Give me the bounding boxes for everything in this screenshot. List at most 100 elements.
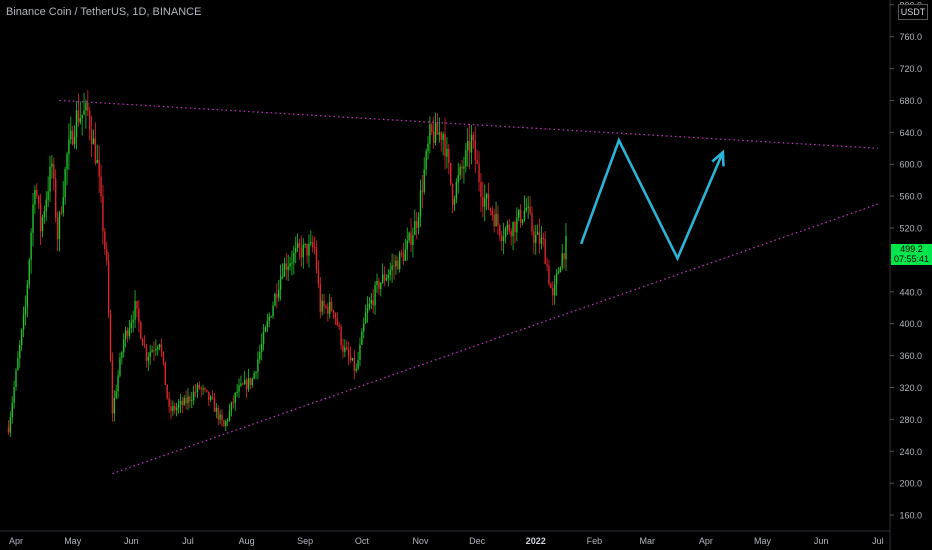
- candle-body: [243, 379, 246, 385]
- candle-body: [221, 414, 223, 421]
- candle-body: [158, 344, 161, 348]
- candle-body: [518, 209, 520, 218]
- candle-body: [502, 237, 505, 241]
- candle-body: [113, 397, 115, 414]
- candle-body: [183, 397, 185, 406]
- candle-body: [325, 306, 327, 308]
- candle-body: [11, 402, 13, 418]
- candle-body: [398, 252, 401, 270]
- candle-body: [476, 160, 478, 164]
- time-tick-label: Jun: [124, 536, 139, 546]
- candle-body: [107, 260, 110, 314]
- candle-body: [73, 136, 76, 145]
- candle-body: [327, 306, 329, 314]
- candle-body: [387, 274, 390, 278]
- candle-body: [124, 330, 127, 340]
- candle-body: [436, 122, 439, 135]
- candle-body: [96, 159, 98, 164]
- candle-body: [68, 139, 70, 155]
- candle-body: [175, 407, 178, 411]
- candle-body: [295, 247, 297, 253]
- candle-body: [493, 214, 495, 227]
- price-tick-label: 640.0: [899, 128, 922, 138]
- candle-body: [20, 329, 23, 346]
- candle-body: [155, 349, 157, 351]
- candle-body: [474, 140, 476, 161]
- candle-body: [555, 274, 558, 284]
- candle-body: [457, 175, 459, 183]
- candle-body: [39, 203, 42, 232]
- candle-body: [506, 224, 509, 229]
- candle-body: [138, 308, 140, 323]
- time-tick-label: Feb: [587, 536, 603, 546]
- candle-body: [408, 232, 410, 241]
- candle-body: [289, 263, 291, 267]
- time-axis[interactable]: Apr May Jun Jul Aug Sep Oct Nov Dec 2022 Feb Mar Apr…: [9, 536, 884, 546]
- candle-body: [389, 270, 391, 275]
- candle-body: [523, 210, 526, 220]
- candle-body: [92, 138, 95, 145]
- candle-body: [359, 344, 361, 360]
- candle-body: [516, 217, 518, 233]
- candle-body: [253, 372, 255, 379]
- support-trendline: [112, 203, 879, 475]
- candle-body: [501, 235, 503, 241]
- candle-body: [404, 249, 407, 261]
- candle-body: [540, 237, 543, 244]
- candle-body: [245, 379, 248, 390]
- candle-body: [43, 211, 46, 218]
- symbol-title: Binance Coin / TetherUS, 1D, BINANCE: [6, 6, 202, 18]
- candle-body: [83, 110, 85, 115]
- candle-body: [19, 345, 21, 359]
- candle-body: [249, 377, 252, 385]
- candle-body: [37, 195, 40, 204]
- candle-body: [376, 280, 378, 285]
- time-tick-label: Mar: [640, 536, 656, 546]
- candle-body: [168, 398, 170, 407]
- candle-body: [425, 151, 427, 170]
- candle-body: [119, 357, 121, 376]
- candle-body: [402, 253, 405, 261]
- candle-body: [489, 208, 492, 211]
- time-tick-label: Aug: [239, 536, 255, 546]
- candle-body: [179, 401, 182, 405]
- candle-body: [209, 396, 212, 401]
- candle-body: [374, 284, 376, 306]
- candle-body: [349, 356, 352, 361]
- candle-body: [219, 414, 221, 420]
- candle-body: [262, 331, 265, 344]
- candle-body: [147, 356, 149, 361]
- candle-body: [306, 243, 308, 256]
- candle-body: [238, 385, 240, 392]
- candle-body: [274, 293, 276, 306]
- candle-body: [215, 407, 218, 412]
- candle-body: [347, 349, 350, 357]
- candle-body: [317, 269, 320, 285]
- candle-body: [134, 301, 136, 320]
- trendlines-layer: [59, 99, 879, 475]
- price-tick-label: 520.0: [899, 224, 922, 234]
- candle-body: [459, 166, 461, 176]
- candle-body: [525, 207, 527, 211]
- candle-body: [26, 284, 29, 307]
- candle-body: [514, 222, 516, 233]
- candle-body: [332, 310, 335, 314]
- candle-body: [270, 316, 272, 318]
- candle-body: [304, 243, 306, 245]
- candle-body: [213, 398, 216, 412]
- candle-body: [444, 133, 446, 157]
- currency-label[interactable]: USDT: [898, 4, 928, 20]
- time-tick-label: Jun: [814, 536, 829, 546]
- candle-body: [242, 383, 244, 385]
- candle-body: [185, 397, 187, 404]
- candle-body: [98, 159, 100, 177]
- candle-body: [128, 328, 131, 337]
- candle-body: [64, 169, 66, 198]
- candle-body: [102, 196, 104, 232]
- candle-body: [136, 301, 138, 309]
- candle-body: [153, 350, 155, 352]
- candle-body: [77, 110, 80, 123]
- candle-body: [56, 217, 59, 240]
- candle-body: [302, 244, 304, 258]
